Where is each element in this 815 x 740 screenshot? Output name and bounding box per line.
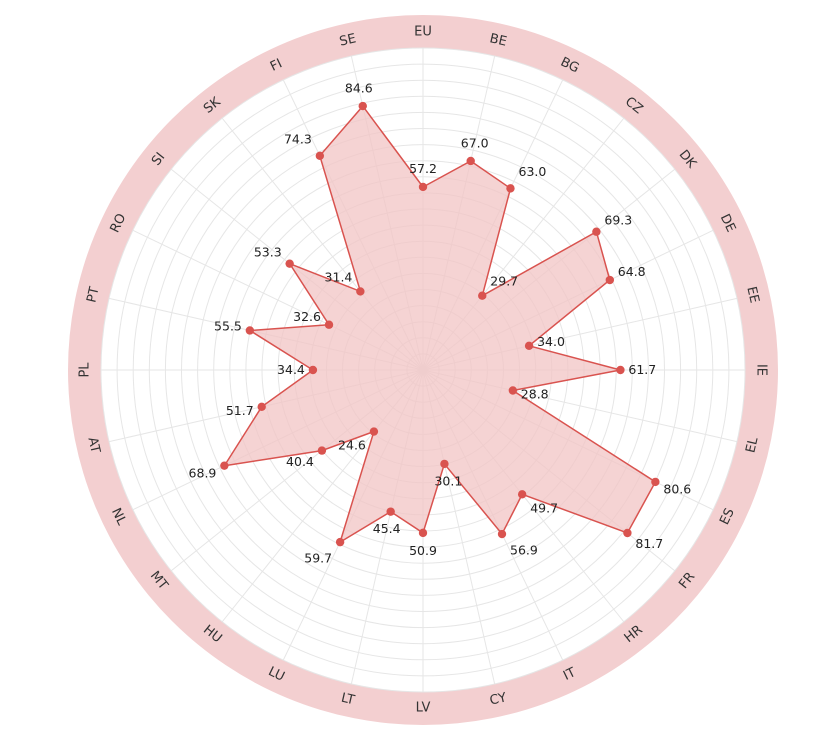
- data-point-lv: [418, 528, 428, 538]
- value-labels: 57.2 67.0 63.0 29.7 69.3 64.8 34.0 61.7 28.8 80.6…: [189, 81, 692, 566]
- category-label-eu: EU: [414, 25, 432, 40]
- value-label-ie: 61.7: [628, 362, 656, 377]
- data-point-ee: [524, 341, 534, 350]
- value-label-hr: 49.7: [530, 500, 558, 515]
- value-label-dk: 69.3: [604, 213, 632, 228]
- value-label-fi: 74.3: [284, 132, 312, 147]
- value-label-sk: 31.4: [325, 269, 353, 284]
- value-label-lu: 59.7: [304, 550, 332, 565]
- value-label-mt: 40.4: [286, 454, 314, 469]
- value-label-se: 84.6: [345, 81, 373, 96]
- value-label-fr: 81.7: [635, 536, 663, 551]
- data-point-es: [651, 477, 660, 487]
- data-point-eu: [418, 182, 428, 192]
- value-label-bg: 63.0: [519, 164, 547, 179]
- data-point-si: [285, 259, 294, 268]
- value-label-pl: 34.4: [277, 362, 305, 377]
- data-point-lt: [386, 507, 395, 516]
- value-label-lt: 45.4: [373, 521, 401, 536]
- value-label-cy: 30.1: [434, 474, 462, 489]
- value-label-hu: 24.6: [338, 438, 366, 453]
- value-label-es: 80.6: [663, 482, 691, 497]
- category-label-pl: PL: [78, 362, 93, 378]
- category-label-bg: BG: [558, 55, 581, 77]
- data-point-hr: [517, 490, 527, 499]
- value-label-el: 28.8: [521, 387, 549, 402]
- category-label-ie: IE: [754, 364, 769, 376]
- value-label-ro: 32.6: [293, 309, 321, 324]
- value-label-si: 53.3: [254, 244, 282, 259]
- category-label-at: AT: [84, 436, 102, 455]
- category-label-be: BE: [488, 31, 508, 49]
- category-label-nl: NL: [108, 506, 129, 528]
- data-point-cy: [440, 459, 449, 469]
- category-label-de: DE: [717, 212, 738, 235]
- data-point-ro: [324, 320, 334, 329]
- data-point-ie: [616, 365, 625, 375]
- data-point-nl: [220, 461, 229, 470]
- value-label-cz: 29.7: [490, 274, 518, 289]
- data-points: [220, 101, 660, 547]
- value-label-pt: 55.5: [214, 319, 242, 334]
- data-point-bg: [506, 184, 515, 193]
- data-point-dk: [592, 227, 601, 236]
- data-point-fr: [623, 528, 632, 538]
- data-point-fi: [315, 151, 325, 160]
- category-label-lt: LT: [340, 691, 356, 709]
- category-label-es: ES: [717, 506, 738, 527]
- data-point-pt: [245, 326, 255, 335]
- data-point-se: [358, 101, 367, 111]
- data-point-hu: [369, 427, 379, 436]
- data-point-be: [466, 156, 475, 166]
- category-label-se: SE: [338, 31, 357, 49]
- data-point-el: [508, 386, 518, 395]
- value-label-it: 56.9: [510, 542, 538, 557]
- value-label-at: 51.7: [226, 403, 254, 418]
- value-label-ee: 34.0: [537, 334, 565, 349]
- value-label-lv: 50.9: [409, 543, 437, 558]
- data-point-pl: [308, 365, 318, 375]
- data-point-it: [497, 529, 507, 539]
- data-point-sk: [356, 287, 365, 296]
- category-label-lv: LV: [416, 701, 431, 716]
- value-label-eu: 57.2: [409, 161, 437, 176]
- category-label-el: EL: [743, 435, 761, 454]
- data-point-de: [605, 275, 615, 285]
- data-point-lu: [335, 537, 345, 547]
- data-point-mt: [317, 446, 327, 455]
- category-label-lu: LU: [266, 664, 287, 685]
- data-point-at: [257, 402, 266, 412]
- category-label-ee: EE: [743, 285, 761, 304]
- category-label-pt: PT: [84, 285, 102, 304]
- value-label-nl: 68.9: [189, 466, 217, 481]
- data-point-cz: [478, 291, 487, 300]
- value-label-be: 67.0: [461, 135, 489, 150]
- value-label-de: 64.8: [618, 264, 646, 279]
- category-label-cy: CY: [488, 690, 508, 708]
